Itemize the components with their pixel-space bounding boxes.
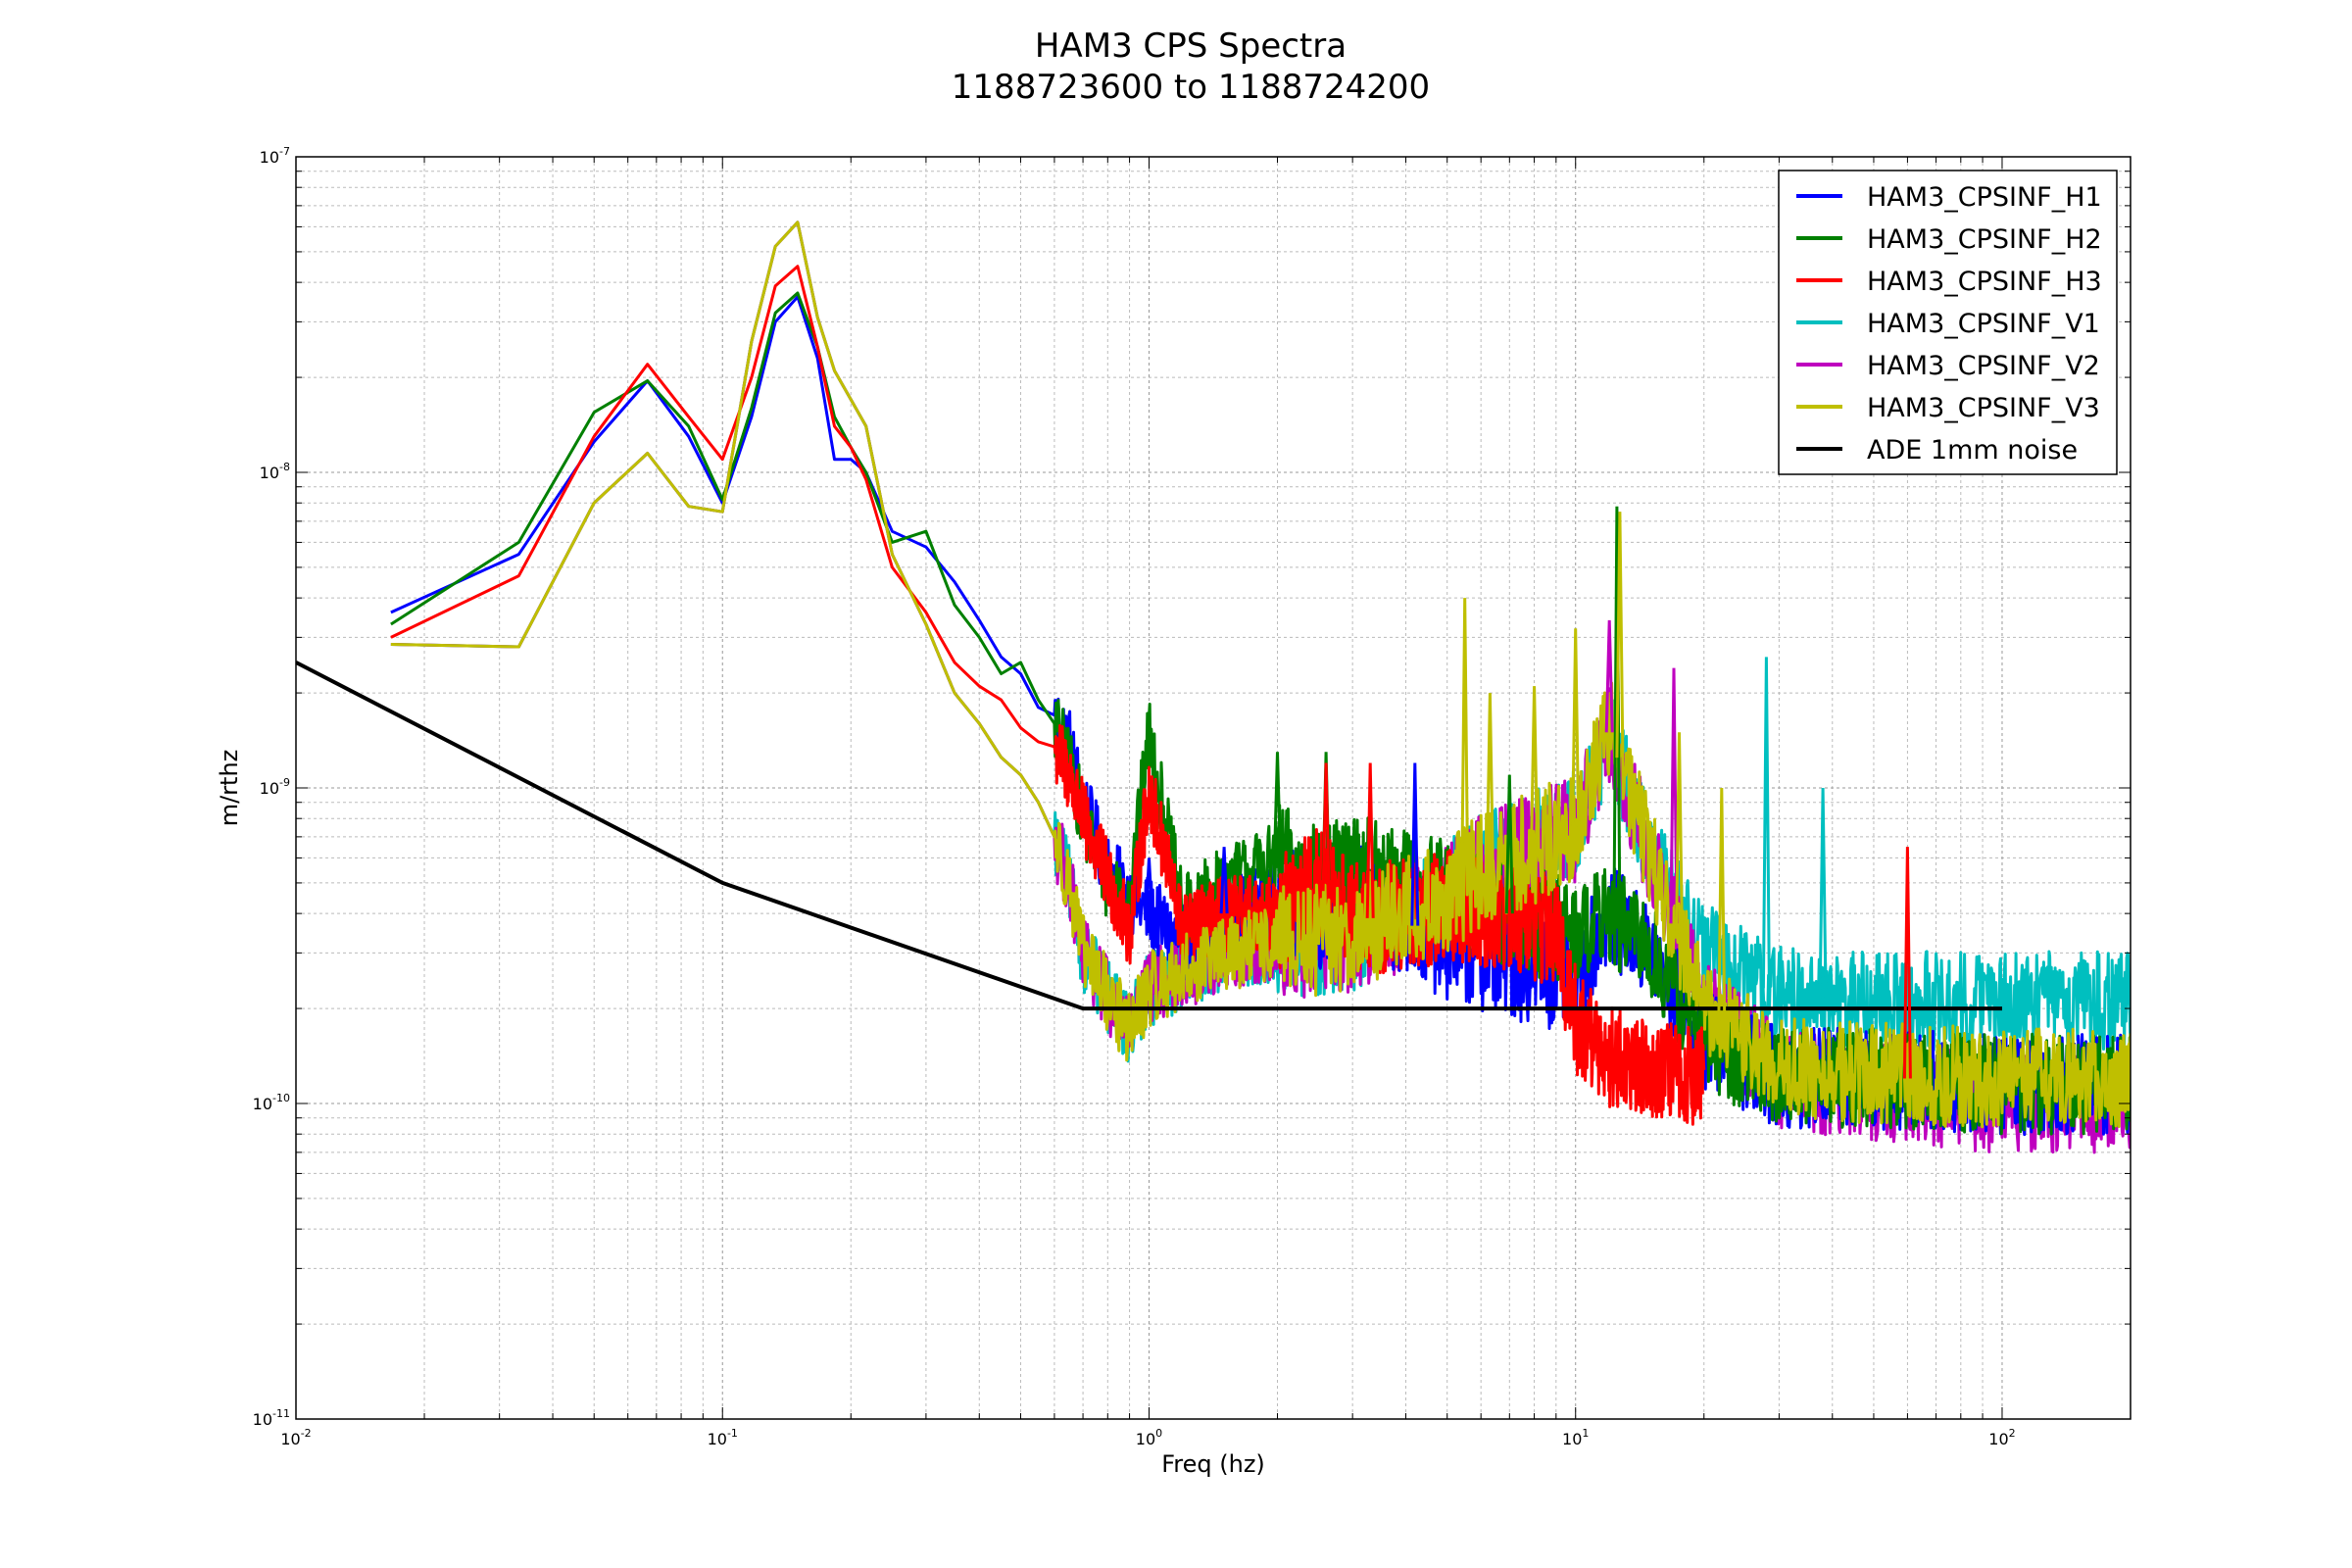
spectral-spike: [1273, 752, 1282, 858]
spectral-spike: [1321, 762, 1331, 892]
spectral-spike: [1460, 598, 1470, 884]
spectral-spike: [1571, 628, 1581, 828]
x-tick-label: 101: [1562, 1427, 1589, 1448]
x-axis-label: Freq (hz): [1161, 1450, 1265, 1478]
spectral-spike: [1365, 762, 1375, 918]
legend-label: HAM3_CPSINF_H3: [1867, 267, 2102, 297]
spectral-spike: [1717, 787, 1727, 1023]
spectral-spike: [1530, 686, 1540, 848]
spectral-spike: [1219, 847, 1229, 914]
x-tick-label: 10-2: [280, 1427, 311, 1448]
chart-subtitle: 1188723600 to 1188724200: [952, 68, 1430, 107]
legend: HAM3_CPSINF_H1 HAM3_CPSINF_H2 HAM3_CPSINF_…: [1778, 170, 2118, 475]
spectral-spike: [1410, 762, 1420, 926]
y-tick-label: 10-10: [253, 1092, 290, 1113]
spectral-spike: [1485, 693, 1494, 866]
series-layer: [296, 220, 2131, 1154]
spectral-spike: [1761, 657, 1771, 989]
x-tick-label: 10-1: [708, 1427, 738, 1448]
legend-label: HAM3_CPSINF_V1: [1867, 309, 2100, 339]
legend-label: HAM3_CPSINF_H1: [1867, 182, 2102, 213]
spectral-spike: [1818, 787, 1828, 999]
y-axis-label: m/rthz: [216, 750, 243, 827]
spectral-spike: [1669, 667, 1679, 924]
legend-label: HAM3_CPSINF_V2: [1867, 351, 2100, 381]
legend-label: HAM3_CPSINF_V3: [1867, 393, 2100, 423]
y-tick-label: 10-7: [260, 145, 290, 167]
y-tick-label: 10-11: [253, 1407, 290, 1429]
y-tick-label: 10-9: [260, 776, 290, 798]
chart-title: HAM3 CPS Spectra: [1035, 26, 1347, 66]
spectral-spike: [1615, 512, 1625, 759]
tick-layer: [295, 156, 2132, 1420]
spectral-spike: [1902, 847, 1912, 1079]
spectral-spike: [1504, 774, 1514, 914]
x-tick-label: 102: [1988, 1427, 2015, 1448]
legend-label: HAM3_CPSINF_H2: [1867, 224, 2102, 255]
series-line-ham3-cpsinf-v3: [390, 220, 2131, 1129]
series-line-ade-1mm-noise: [296, 661, 2002, 1011]
y-tick-labels: 10-11 10-10 10-9 10-8 10-7: [253, 145, 290, 1429]
y-tick-label: 10-8: [260, 461, 290, 482]
spectral-spike: [1145, 858, 1153, 914]
x-tick-labels: 10-2 10-1 100 101 102: [280, 1427, 2015, 1448]
x-tick-label: 100: [1136, 1427, 1162, 1448]
spectral-spike: [1675, 732, 1684, 939]
spectral-spike: [1612, 506, 1622, 921]
legend-label: ADE 1mm noise: [1867, 435, 2078, 466]
spectral-spike: [1604, 619, 1614, 733]
